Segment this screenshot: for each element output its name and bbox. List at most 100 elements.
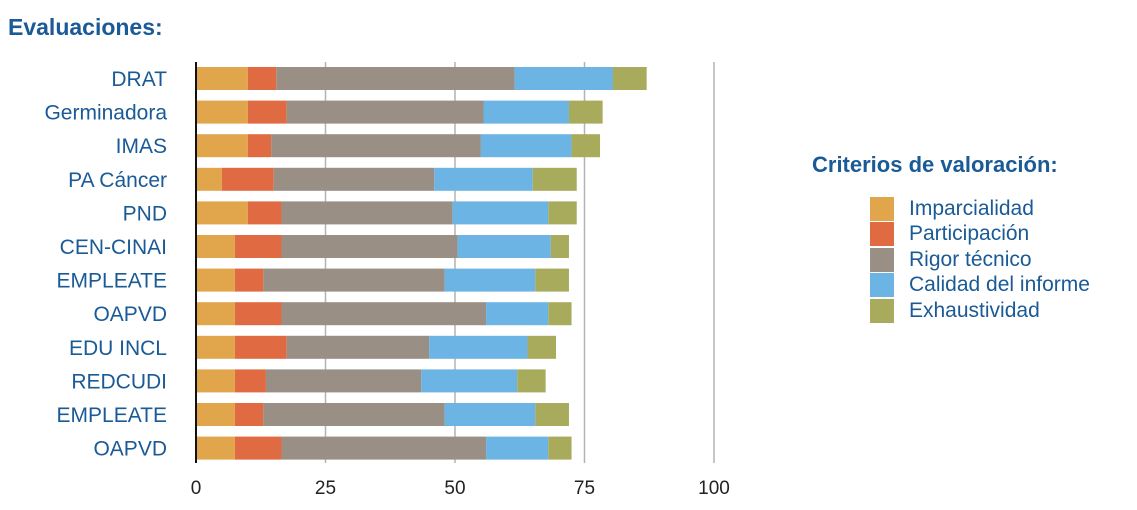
- bar-segment: [276, 67, 515, 90]
- bar-segment: [444, 268, 536, 292]
- bar-segment: [486, 302, 549, 326]
- bar-segment: [247, 134, 272, 158]
- bar-segment: [196, 335, 235, 359]
- legend-swatch: [870, 247, 894, 272]
- chart-title: Evaluaciones:: [8, 14, 163, 40]
- bar-segment: [483, 100, 569, 124]
- bar-segment: [514, 67, 613, 90]
- category-label: EMPLEATE: [57, 404, 167, 427]
- category-label: EDU INCL: [69, 337, 167, 360]
- category-label: OAPVD: [93, 303, 167, 326]
- bar-segment: [196, 369, 235, 393]
- bar-segment: [196, 167, 222, 191]
- bar-segment: [434, 167, 533, 191]
- bar-segment: [234, 403, 264, 426]
- bar-segment: [532, 167, 577, 191]
- x-tick-label: 25: [315, 478, 336, 499]
- bar-segment: [247, 100, 287, 124]
- bar-segment: [548, 302, 572, 326]
- bar-segment: [196, 436, 235, 460]
- bar-segment: [286, 335, 430, 359]
- category-label: IMAS: [116, 135, 167, 158]
- legend-item: Exhaustividad: [870, 298, 1090, 324]
- bar-segment: [221, 167, 274, 191]
- bar-segment: [196, 268, 235, 292]
- legend-label: Exhaustividad: [909, 298, 1040, 322]
- bar-segment: [263, 403, 445, 426]
- x-tick-label: 50: [444, 478, 465, 499]
- bar-segment: [281, 235, 458, 258]
- bar-segment: [527, 335, 557, 359]
- bar-segment: [263, 268, 445, 292]
- legend-title: Criterios de valoración:: [812, 152, 1058, 177]
- bar-segment: [535, 268, 569, 292]
- bar-segment: [286, 100, 484, 124]
- bar-segments: [196, 67, 647, 460]
- bar-segment: [234, 268, 264, 292]
- legend: Criterios de valoración: Imparcialidad Pa…: [812, 152, 1090, 324]
- bar-segment: [550, 235, 569, 258]
- legend-swatch: [870, 222, 894, 247]
- category-label: REDCUDI: [71, 370, 167, 393]
- legend-swatch: [870, 273, 894, 298]
- legend-item: Imparcialidad: [870, 196, 1090, 222]
- bar-segment: [281, 302, 487, 326]
- bar-segment: [612, 67, 647, 90]
- bar-segment: [457, 235, 551, 258]
- x-tick-labels: 0 25 50 75 100: [191, 478, 730, 499]
- bar-segment: [196, 67, 248, 90]
- bar-segment: [196, 403, 235, 426]
- bar-segment: [234, 235, 282, 258]
- bar-segment: [480, 134, 572, 158]
- category-label: PND: [123, 202, 167, 225]
- x-tick-label: 100: [698, 478, 730, 499]
- category-label: PA Cáncer: [68, 169, 167, 192]
- bar-segment: [196, 100, 248, 124]
- legend-label: Participación: [909, 222, 1030, 246]
- bar-segment: [196, 302, 235, 326]
- bar-segment: [234, 436, 282, 460]
- bar-segment: [571, 134, 601, 158]
- bar-segment: [265, 369, 422, 393]
- bar-segment: [568, 100, 603, 124]
- gridlines: [324, 62, 715, 463]
- legend-item: Rigor técnico: [870, 247, 1090, 273]
- bar-segment: [234, 335, 287, 359]
- category-label: EMPLEATE: [57, 270, 167, 293]
- legend-item: Participación: [870, 222, 1090, 248]
- bar-segment: [196, 201, 248, 225]
- legend-label: Imparcialidad: [909, 196, 1034, 220]
- bar-segment: [535, 403, 569, 426]
- bar-segment: [444, 403, 536, 426]
- bar-segment: [429, 335, 528, 359]
- legend-items: Imparcialidad Participación Rigor técnico C…: [870, 196, 1090, 324]
- legend-swatch: [870, 298, 894, 323]
- bar-segment: [486, 436, 549, 460]
- category-labels: DRAT Germinadora IMAS PA Cáncer PND CEN-CINAI…: [44, 68, 167, 461]
- bar-segment: [196, 235, 235, 258]
- bar-segment: [247, 201, 282, 225]
- bar-segment: [234, 369, 266, 393]
- bar-segment: [271, 134, 481, 158]
- bar-segment: [234, 302, 282, 326]
- bar-segment: [281, 201, 453, 225]
- category-label: Germinadora: [44, 102, 167, 125]
- category-label: DRAT: [111, 68, 167, 91]
- bar-segment: [548, 436, 572, 460]
- x-tick-label: 75: [574, 478, 595, 499]
- legend-label: Calidad del informe: [909, 273, 1090, 297]
- legend-item: Calidad del informe: [870, 273, 1090, 299]
- bar-segment: [196, 134, 248, 158]
- bar-segment: [247, 67, 277, 90]
- legend-label: Rigor técnico: [909, 247, 1032, 271]
- stacked-bar-chart: DRAT Germinadora IMAS PA Cáncer PND CEN-CINAI…: [44, 62, 730, 499]
- bar-segment: [421, 369, 518, 393]
- bar-segment: [281, 436, 487, 460]
- category-label: CEN-CINAI: [60, 236, 167, 259]
- bar-segment: [548, 201, 577, 225]
- legend-swatch: [870, 196, 894, 221]
- bar-segment: [273, 167, 435, 191]
- bar-segment: [517, 369, 546, 393]
- category-label: OAPVD: [93, 438, 167, 461]
- x-tick-label: 0: [191, 478, 202, 499]
